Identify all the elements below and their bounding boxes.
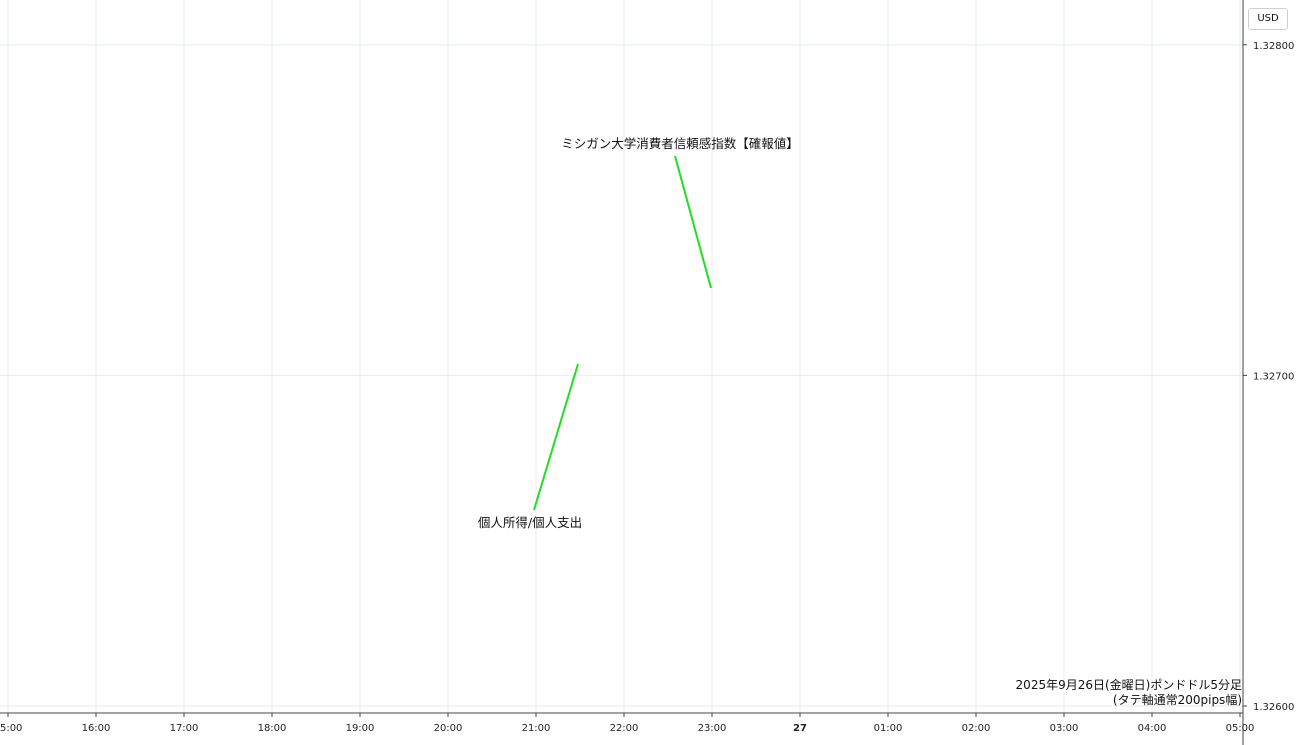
time-tick-label: 21:00: [522, 723, 551, 734]
price-tick-label: 1.32700: [1253, 371, 1294, 382]
time-tick-label: 03:00: [1050, 723, 1079, 734]
time-tick-label: 27: [793, 723, 807, 734]
price-axis: 1.346001.345001.344001.343001.342001.341…: [1243, 41, 1294, 713]
annotation-personal-income-line: [533, 363, 579, 511]
caption-line-1: 2025年9月26日(金曜日)ポンドドル5分足: [1015, 678, 1242, 692]
price-tick-label: 1.32600: [1253, 702, 1294, 713]
time-tick-label: 22:00: [610, 723, 639, 734]
time-tick-label: 15:00: [0, 723, 22, 734]
annotation-michigan-line: [674, 155, 712, 289]
price-tick-label: 1.32800: [1253, 41, 1294, 52]
currency-unit-badge[interactable]: USD: [1248, 8, 1288, 30]
annotation-lines: [533, 155, 712, 511]
chart-caption: 2025年9月26日(金曜日)ポンドドル5分足 (タテ軸通常200pips幅): [1016, 678, 1242, 708]
time-tick-label: 04:00: [1138, 723, 1167, 734]
time-tick-label: 19:00: [346, 723, 375, 734]
caption-line-2: (タテ軸通常200pips幅): [1112, 693, 1242, 707]
time-tick-label: 20:00: [434, 723, 463, 734]
time-tick-label: 05:00: [1226, 723, 1255, 734]
annotation-personal-income-label: 個人所得/個人支出: [478, 515, 582, 530]
time-tick-label: 16:00: [82, 723, 111, 734]
time-tick-label: 23:00: [698, 723, 727, 734]
grid: [0, 0, 1243, 713]
time-tick-label: 01:00: [874, 723, 903, 734]
annotation-michigan-label: ミシガン大学消費者信頼感指数【確報値】: [561, 136, 799, 151]
time-axis: 15:00 16:00 17:00 18:00 19:00 20:00 21:00 22:00…: [0, 713, 1254, 734]
time-tick-label: 17:00: [170, 723, 199, 734]
time-tick-label: 18:00: [258, 723, 287, 734]
time-tick-label: 02:00: [962, 723, 991, 734]
